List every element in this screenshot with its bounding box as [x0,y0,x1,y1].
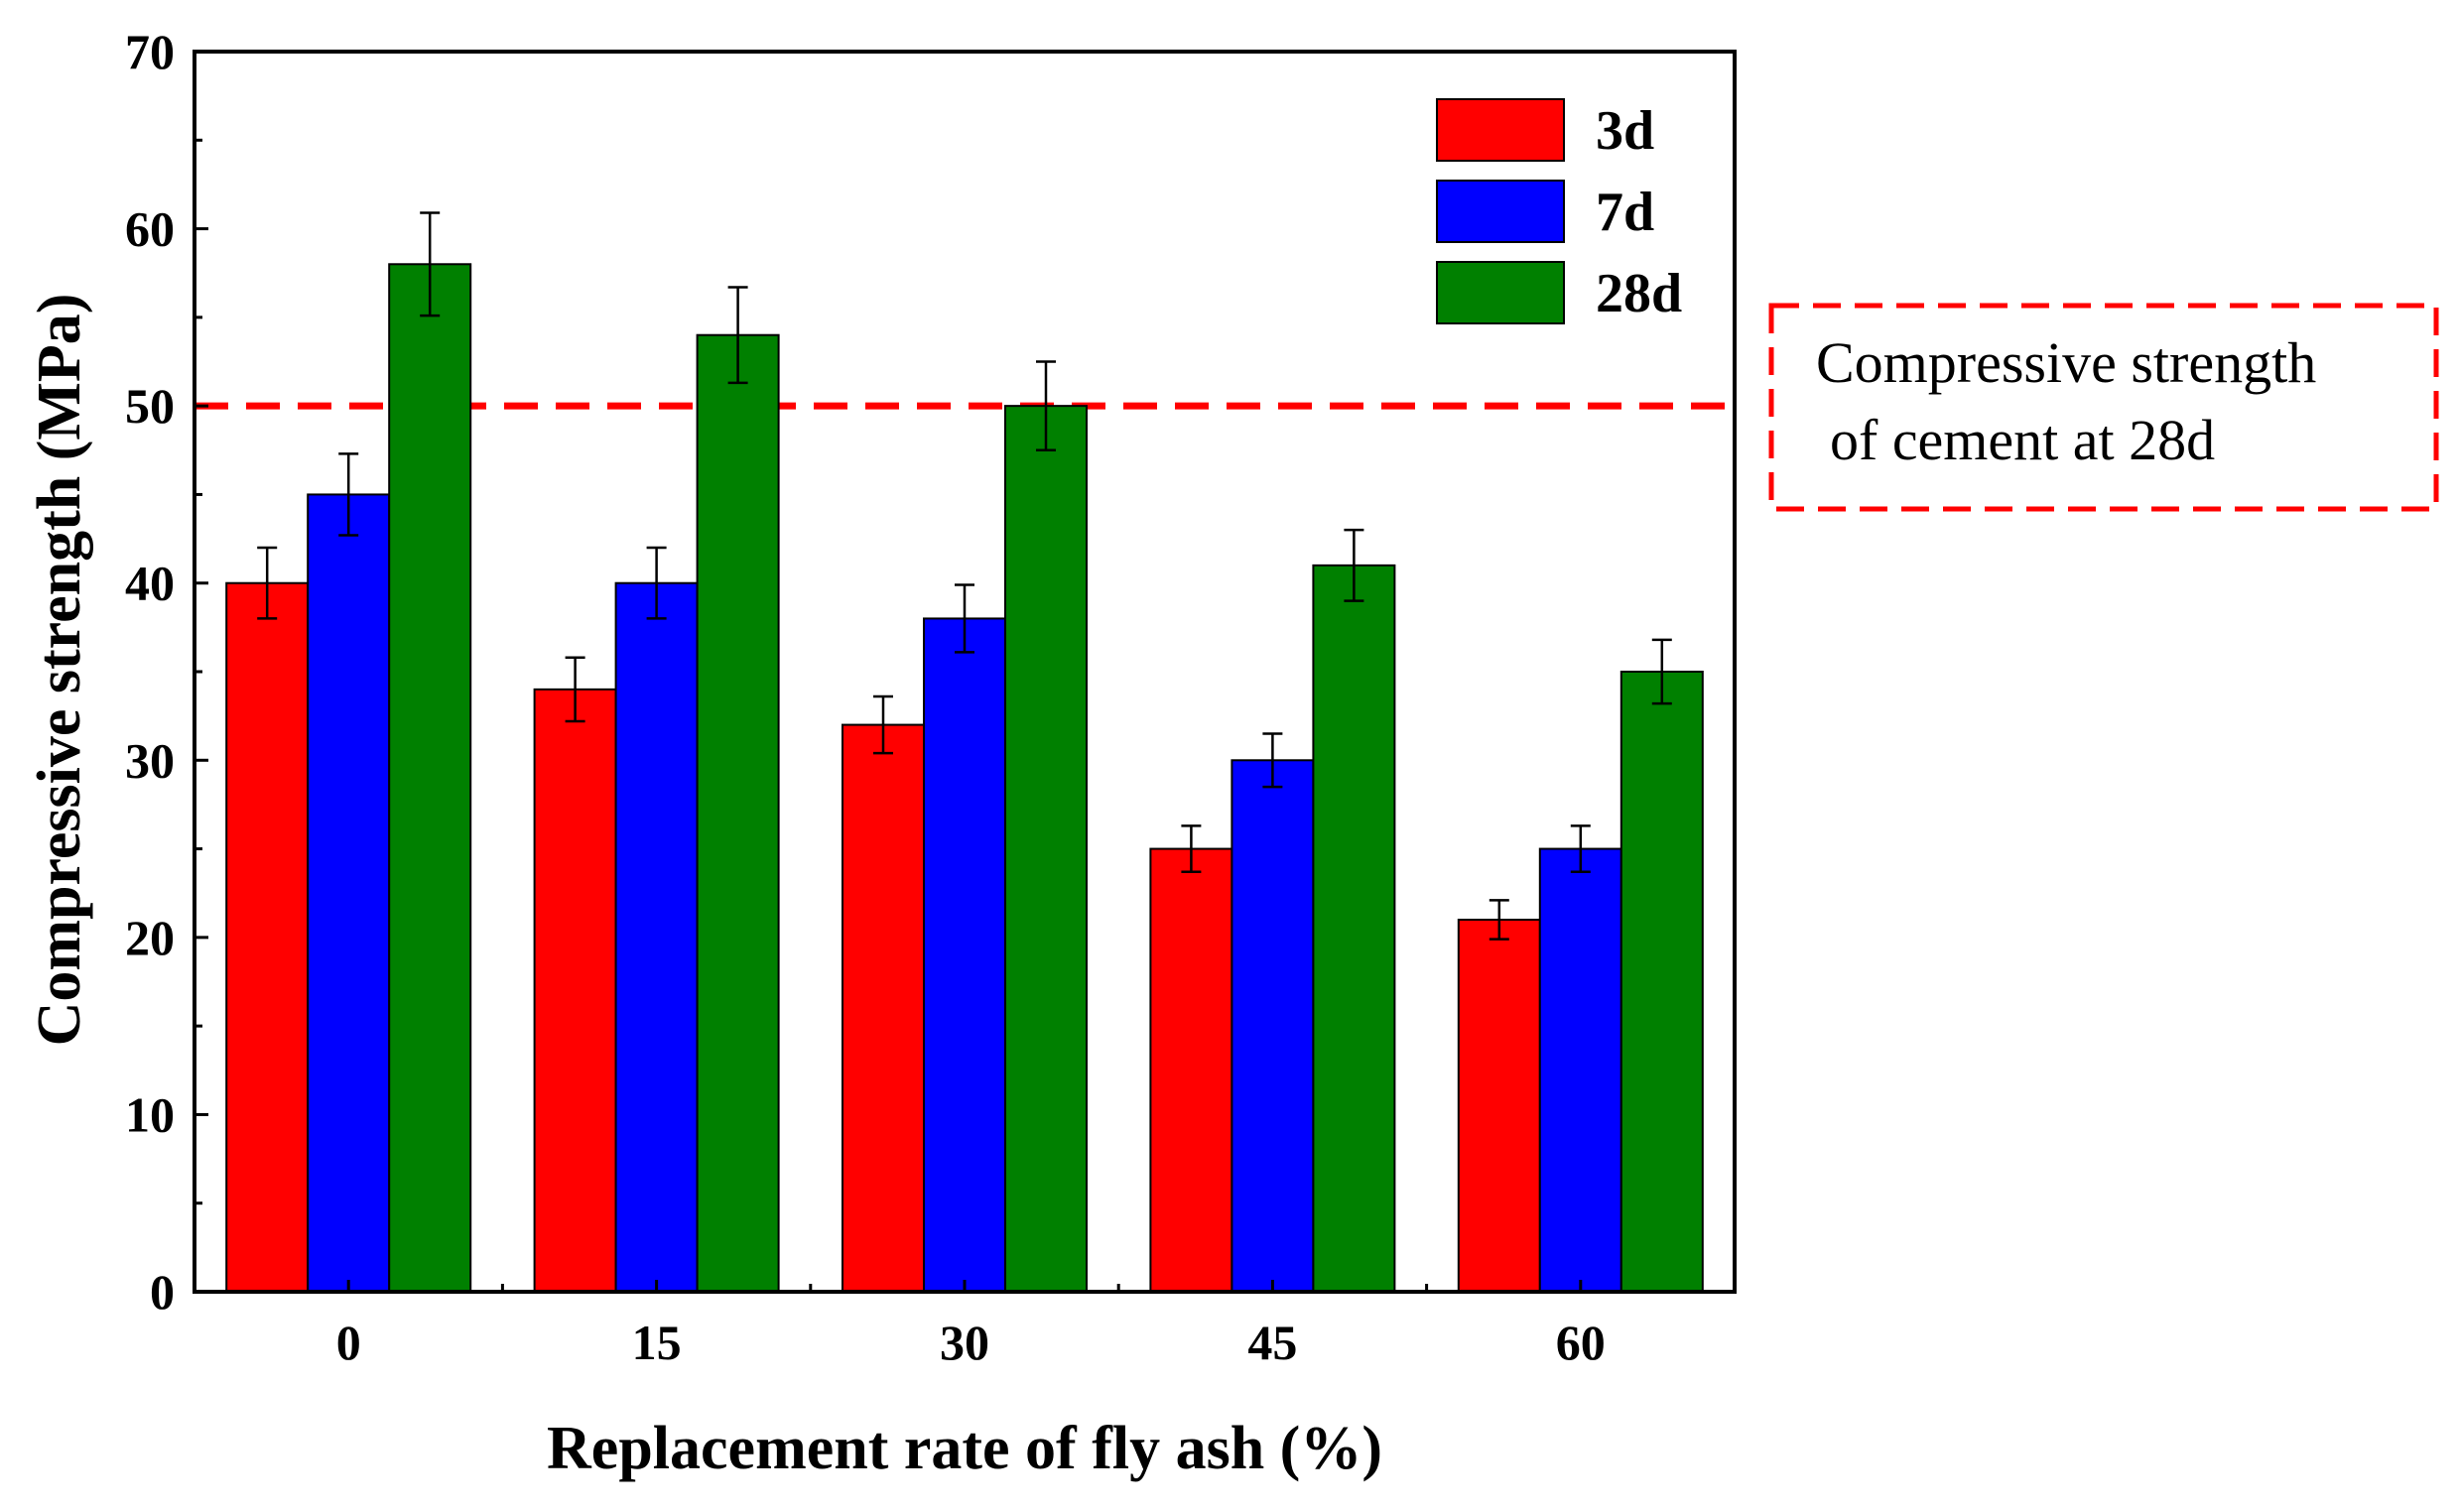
error-bar-7d-45 [1262,732,1283,789]
legend-swatch-28d [1436,261,1565,324]
bar-28d-15 [696,333,780,1293]
x-tick-label: 30 [940,1315,989,1370]
legend-swatch-7d [1436,180,1565,243]
bar-3d-60 [1457,919,1541,1293]
annotation-line-2: of cement at 28d [1830,408,2215,472]
legend-swatch-3d [1436,98,1565,162]
bar-7d-45 [1230,759,1315,1293]
error-bar-7d-15 [646,546,667,620]
error-bar-7d-0 [338,452,359,537]
legend: 3d 7d 28d [1436,98,1682,324]
x-axis-title: Replacement rate of fly ash (%) [547,1415,1382,1482]
y-tick-label: 30 [125,732,175,788]
x-tick-label: 45 [1247,1315,1297,1370]
legend-label-7d: 7d [1596,182,1654,243]
bar-7d-15 [614,581,699,1293]
legend-label-28d: 28d [1596,263,1682,324]
error-bar-28d-30 [1036,360,1056,452]
error-bar-28d-45 [1344,528,1364,602]
y-tick-label: 40 [125,556,175,611]
x-tick-label: 0 [336,1315,361,1370]
error-bar-28d-0 [420,211,441,317]
bar-3d-45 [1149,847,1233,1293]
bars-layer [225,211,1704,1293]
bar-28d-45 [1312,564,1396,1293]
x-tick-label: 60 [1556,1315,1606,1370]
error-bar-3d-60 [1489,899,1509,941]
y-axis-title: Compressive strength (MPa) [26,294,93,1047]
error-bar-7d-60 [1570,824,1591,874]
bar-7d-30 [923,617,1006,1293]
bar-3d-15 [533,688,617,1293]
bar-28d-30 [1004,405,1088,1293]
error-bar-3d-15 [565,656,585,723]
error-bar-28d-15 [727,286,748,385]
y-tick-label: 10 [125,1086,175,1142]
bar-7d-60 [1538,847,1622,1293]
legend-label-3d: 3d [1596,100,1654,162]
annotation-box: Compressive strength of cement at 28d [1768,303,2439,512]
bar-28d-0 [388,263,472,1293]
x-tick-label: 15 [632,1315,682,1370]
y-tick-label: 0 [150,1264,175,1320]
bar-3d-30 [842,723,925,1293]
annotation-line-1: Compressive strength [1816,330,2316,395]
y-tick-label: 60 [125,201,175,257]
y-tick-label: 70 [125,24,175,79]
bar-7d-0 [307,493,391,1293]
error-bar-3d-30 [873,694,893,755]
error-bar-7d-30 [955,583,974,654]
error-bar-3d-0 [257,546,278,620]
bar-3d-0 [225,581,310,1293]
error-bar-3d-45 [1181,824,1202,874]
y-tick-label: 50 [125,378,175,434]
error-bar-28d-60 [1651,638,1672,705]
y-tick-label: 20 [125,910,175,965]
axes-layer: 0 10 20 30 40 50 60 70 0 15 30 45 60 [125,24,1737,1370]
bar-28d-60 [1619,671,1704,1293]
